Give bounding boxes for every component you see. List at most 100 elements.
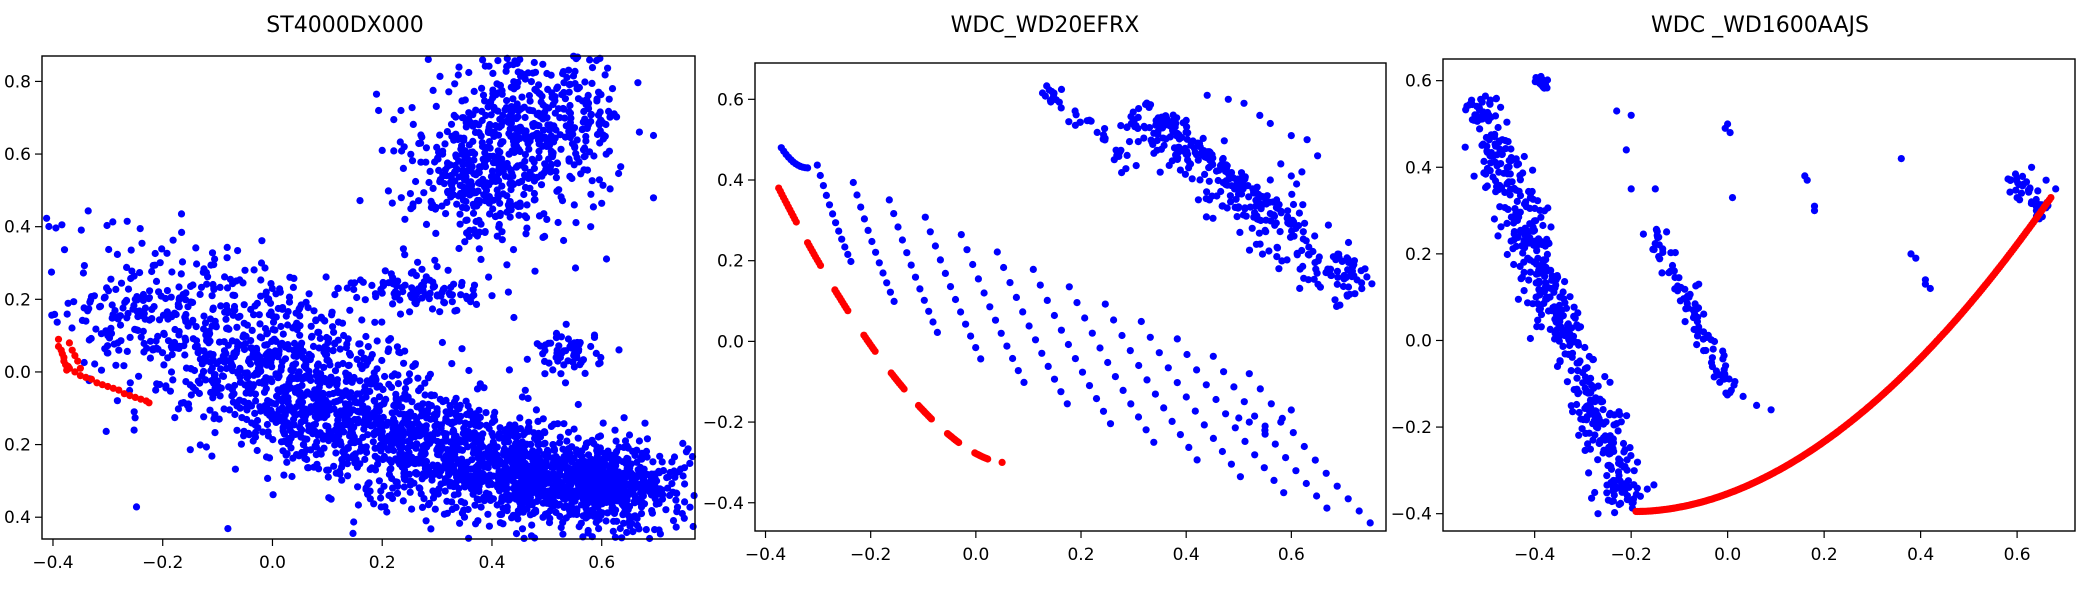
- data-point: [879, 269, 887, 277]
- data-point: [233, 426, 241, 434]
- data-point: [1586, 445, 1594, 453]
- data-point: [368, 464, 376, 472]
- data-point: [521, 212, 529, 220]
- data-point: [1570, 303, 1578, 311]
- data-point: [587, 190, 595, 198]
- data-point: [234, 369, 242, 377]
- data-point: [162, 384, 170, 392]
- data-point: [998, 458, 1006, 466]
- data-point: [1093, 128, 1101, 136]
- data-point: [281, 355, 290, 363]
- data-point: [1240, 99, 1248, 107]
- data-point: [1160, 141, 1168, 150]
- data-point: [1270, 476, 1278, 484]
- data-point: [356, 197, 364, 205]
- data-point: [916, 285, 924, 293]
- data-point: [1293, 251, 1301, 259]
- data-point: [556, 439, 564, 447]
- data-point: [374, 406, 382, 414]
- data-point: [406, 481, 414, 489]
- data-point: [1078, 368, 1087, 376]
- data-point: [319, 435, 327, 443]
- data-point: [455, 63, 463, 71]
- data-point: [211, 429, 219, 437]
- data-point: [1251, 412, 1259, 420]
- data-point: [1287, 132, 1295, 140]
- data-point: [256, 403, 264, 411]
- data-point: [564, 428, 573, 436]
- data-point: [608, 504, 616, 512]
- data-point: [258, 237, 266, 245]
- data-point: [682, 448, 691, 456]
- data-point: [436, 131, 444, 139]
- data-point: [140, 339, 148, 348]
- data-point: [582, 439, 591, 447]
- data-point: [594, 433, 603, 441]
- data-point: [1333, 302, 1341, 310]
- data-point: [1331, 296, 1339, 304]
- data-point: [1266, 119, 1274, 128]
- data-point: [584, 526, 592, 535]
- data-point: [120, 362, 128, 370]
- data-point: [427, 392, 435, 400]
- data-point: [613, 517, 621, 525]
- data-point: [220, 338, 228, 346]
- data-point: [422, 422, 430, 430]
- data-point: [400, 143, 408, 151]
- data-point: [1617, 418, 1625, 426]
- data-point: [1126, 347, 1134, 355]
- data-point: [616, 524, 624, 533]
- data-point: [668, 458, 676, 466]
- data-point: [394, 399, 402, 407]
- data-point: [396, 310, 405, 318]
- data-point: [289, 364, 297, 372]
- data-point: [197, 283, 206, 291]
- data-point: [1101, 300, 1109, 308]
- data-point: [333, 376, 341, 384]
- data-point: [1594, 412, 1602, 421]
- data-point: [551, 489, 559, 497]
- data-point: [1492, 95, 1500, 103]
- data-point: [505, 118, 513, 126]
- data-point: [285, 298, 294, 306]
- data-point: [1155, 349, 1163, 357]
- data-point: [265, 348, 273, 356]
- data-point: [82, 317, 90, 325]
- data-point: [1489, 173, 1497, 181]
- data-point: [1265, 247, 1273, 255]
- data-point: [210, 379, 218, 387]
- x-tick-label: 0.6: [588, 553, 615, 573]
- data-point: [547, 422, 556, 430]
- data-point: [519, 454, 527, 462]
- data-point: [1195, 139, 1204, 147]
- data-point: [431, 415, 439, 423]
- data-point: [951, 295, 960, 304]
- data-point: [864, 226, 872, 234]
- data-point: [649, 131, 658, 140]
- data-point: [1492, 142, 1500, 150]
- data-point: [1205, 177, 1213, 185]
- data-point: [460, 513, 469, 521]
- data-point: [1350, 272, 1358, 280]
- data-point: [136, 269, 144, 277]
- data-point: [490, 132, 498, 140]
- data-point: [259, 428, 267, 436]
- data-point: [829, 210, 837, 218]
- data-point: [629, 447, 637, 455]
- data-point: [482, 409, 490, 417]
- data-point: [644, 480, 652, 488]
- y-tick-label: 0.2: [4, 290, 31, 310]
- data-point: [338, 319, 347, 327]
- data-point: [545, 453, 553, 461]
- data-point: [530, 508, 538, 516]
- data-point: [608, 479, 616, 487]
- data-point: [266, 398, 274, 406]
- data-point: [1065, 118, 1073, 126]
- data-point: [1085, 116, 1094, 124]
- data-point: [158, 349, 167, 357]
- data-point: [1127, 400, 1135, 408]
- data-point: [248, 382, 256, 391]
- data-point: [1344, 283, 1353, 291]
- data-point: [430, 489, 438, 497]
- data-point: [1302, 237, 1310, 245]
